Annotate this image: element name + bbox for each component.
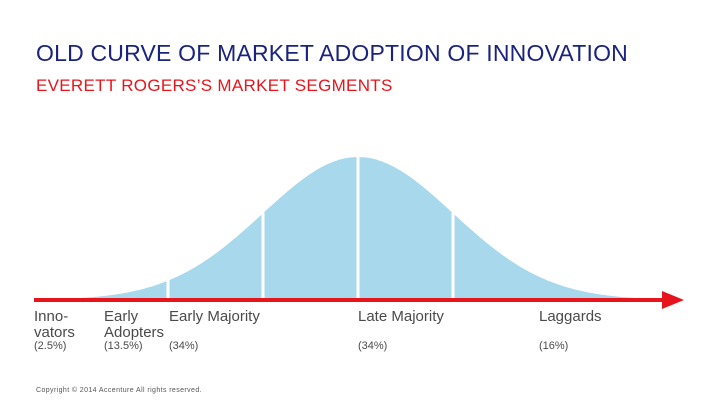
percent-label-late-majority: (34%)	[358, 340, 388, 352]
percent-label-early-majority: (34%)	[169, 340, 199, 352]
segment-label-early-majority: Early Majority	[169, 309, 260, 325]
chart-subtitle: EVERETT ROGERS’S MARKET SEGMENTS	[36, 76, 393, 95]
segment-label-line: Adopters	[104, 324, 165, 341]
segment-label-line: Laggards	[539, 308, 602, 325]
segment-label-line: vators	[34, 324, 75, 341]
segment-label-early-adopters: Early Adopters	[104, 309, 164, 341]
segment-label-laggards: Laggards	[539, 309, 602, 325]
percent-label-early-adopters: (13.5%)	[104, 340, 143, 352]
percent-label-innovators: (2.5%)	[34, 340, 67, 352]
percent-label-laggards: (16%)	[539, 340, 569, 352]
segment-label-innovators: Inno- vators	[34, 309, 75, 341]
chart-title: OLD CURVE OF MARKET ADOPTION OF INNOVATI…	[36, 40, 628, 66]
copyright-notice: Copyright © 2014 Accenture All rights re…	[36, 387, 202, 394]
x-axis-arrowhead	[662, 291, 684, 309]
segment-label-line: Early	[104, 308, 139, 325]
segment-label-line: Early Majority	[169, 308, 260, 325]
bell-curve-area	[73, 157, 662, 300]
segment-label-late-majority: Late Majority	[358, 309, 444, 325]
segment-label-line: Inno-	[34, 308, 69, 325]
segment-label-line: Late Majority	[358, 308, 444, 325]
